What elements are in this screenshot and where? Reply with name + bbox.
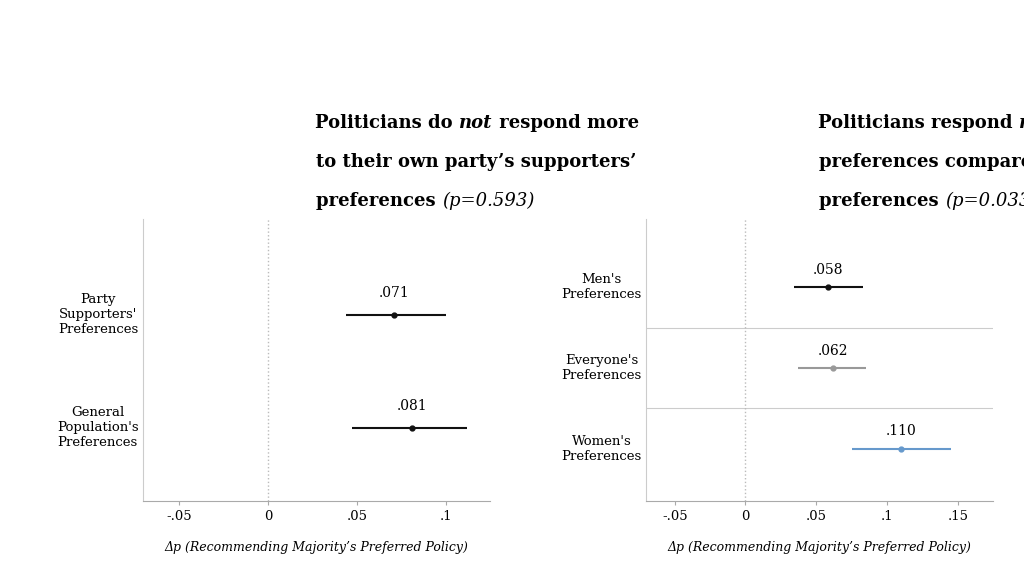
Text: .058: .058 bbox=[812, 263, 843, 277]
Text: preferences: preferences bbox=[819, 192, 945, 210]
Text: .062: .062 bbox=[818, 343, 849, 358]
Text: .110: .110 bbox=[886, 424, 916, 438]
Text: more: more bbox=[1019, 114, 1024, 132]
Text: not: not bbox=[459, 114, 493, 132]
Text: (p=0.033): (p=0.033) bbox=[945, 192, 1024, 210]
Text: respond more: respond more bbox=[493, 114, 639, 132]
Text: Politicians respond: Politicians respond bbox=[818, 114, 1019, 132]
Text: .081: .081 bbox=[396, 399, 427, 413]
Text: to their own party’s supporters’: to their own party’s supporters’ bbox=[316, 153, 637, 171]
Text: Δp (Recommending Majority’s Preferred Policy): Δp (Recommending Majority’s Preferred Po… bbox=[668, 541, 972, 555]
Text: .071: .071 bbox=[379, 286, 410, 300]
Text: Δp (Recommending Majority’s Preferred Policy): Δp (Recommending Majority’s Preferred Po… bbox=[165, 541, 469, 555]
Text: (p=0.593): (p=0.593) bbox=[441, 192, 535, 210]
Text: preferences: preferences bbox=[315, 192, 441, 210]
Text: Politicians do: Politicians do bbox=[315, 114, 459, 132]
Text: preferences compared to men’s: preferences compared to men’s bbox=[819, 153, 1024, 171]
